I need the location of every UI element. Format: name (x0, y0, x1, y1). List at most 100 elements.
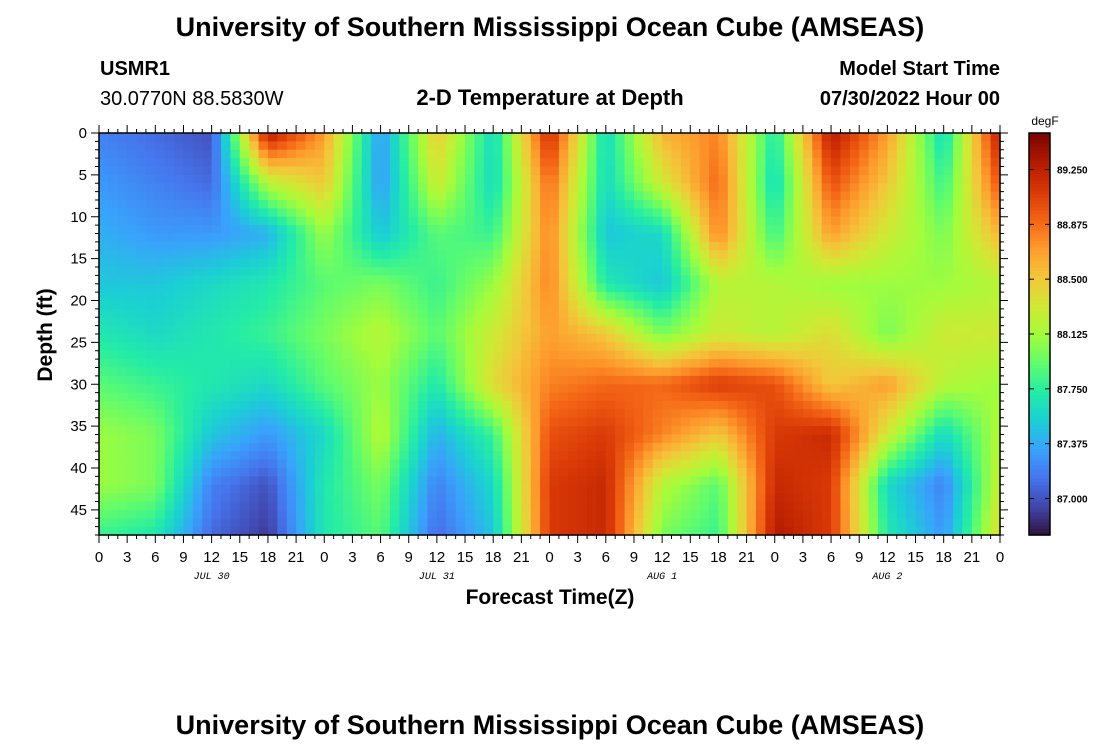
heatmap-cell (455, 350, 466, 360)
heatmap-cell (990, 426, 1001, 436)
heatmap-cell (389, 459, 400, 469)
heatmap-cell (371, 342, 382, 352)
heatmap-cell (990, 216, 1001, 226)
heatmap-cell (859, 484, 870, 494)
colorbar-swatch (1029, 518, 1050, 523)
heatmap-cell (164, 149, 175, 159)
heatmap-cell (953, 183, 964, 193)
heatmap-cell (436, 434, 447, 444)
heatmap-cell (296, 342, 307, 352)
heatmap-cell (211, 258, 222, 268)
heatmap-cell (990, 434, 1001, 444)
heatmap-cell (530, 233, 541, 243)
x-tick-label: 15 (682, 549, 699, 566)
heatmap-cell (755, 275, 766, 285)
chart-title: University of Southern Mississippi Ocean… (176, 12, 925, 42)
heatmap-cell (934, 409, 945, 419)
heatmap-cell (174, 384, 185, 394)
heatmap-cell (277, 493, 288, 503)
heatmap-cell (784, 451, 795, 461)
heatmap-cell (934, 200, 945, 209)
heatmap-cell (418, 317, 429, 327)
heatmap-cell (511, 166, 522, 176)
heatmap-cell (990, 292, 1001, 302)
heatmap-cell (474, 200, 485, 209)
heatmap-cell (605, 442, 616, 452)
heatmap-cell (286, 451, 297, 461)
heatmap-cell (915, 334, 926, 343)
heatmap-cell (399, 275, 410, 285)
heatmap-cell (934, 426, 945, 436)
heatmap-cell (831, 459, 842, 469)
heatmap-cell (831, 191, 842, 201)
heatmap-cell (465, 283, 476, 293)
heatmap-cell (887, 317, 898, 327)
heatmap-cell (615, 141, 626, 151)
heatmap-cell (746, 200, 757, 209)
heatmap-cell (99, 350, 109, 360)
y-tick-label: 35 (70, 418, 87, 435)
heatmap-cell (380, 350, 391, 360)
heatmap-cell (305, 442, 316, 452)
heatmap-cell (596, 468, 607, 477)
heatmap-cell (277, 484, 288, 494)
heatmap-cell (540, 158, 551, 168)
heatmap-cell (127, 275, 138, 285)
heatmap-cell (164, 417, 175, 427)
heatmap-cell (511, 158, 522, 168)
heatmap-cell (502, 208, 513, 218)
heatmap-cell (859, 258, 870, 268)
heatmap-cell (483, 149, 494, 159)
heatmap-cell (699, 141, 710, 151)
heatmap-cell (343, 375, 354, 385)
heatmap-cell (305, 133, 316, 142)
heatmap-cell (455, 459, 466, 469)
heatmap-cell (192, 518, 203, 528)
heatmap-cell (812, 317, 823, 327)
heatmap-cell (380, 158, 391, 168)
heatmap-cell (418, 325, 429, 335)
heatmap-cell (755, 258, 766, 268)
heatmap-cell (380, 225, 391, 235)
heatmap-cell (258, 275, 269, 285)
heatmap-cell (314, 292, 325, 302)
heatmap-cell (474, 468, 485, 477)
heatmap-cell (887, 141, 898, 151)
heatmap-cell (943, 442, 954, 452)
heatmap-cell (568, 325, 579, 335)
heatmap-cell (286, 149, 297, 159)
heatmap-cell (868, 426, 879, 436)
heatmap-cell (924, 200, 935, 209)
heatmap-cell (427, 283, 438, 293)
heatmap-cell (971, 317, 982, 327)
heatmap-cell (915, 426, 926, 436)
heatmap-cell (943, 476, 954, 486)
heatmap-cell (418, 518, 429, 528)
heatmap-cell (840, 375, 851, 385)
heatmap-cell (521, 325, 532, 335)
heatmap-cell (446, 493, 457, 503)
heatmap-cell (352, 468, 363, 477)
heatmap-cell (117, 392, 128, 402)
heatmap-cell (643, 409, 654, 419)
heatmap-cell (164, 283, 175, 293)
heatmap-cell (793, 409, 804, 419)
heatmap-cell (971, 200, 982, 209)
heatmap-cell (896, 250, 907, 260)
heatmap-cell (549, 442, 560, 452)
heatmap-cell (493, 493, 504, 503)
heatmap-cell (296, 166, 307, 176)
heatmap-cell (924, 392, 935, 402)
heatmap-cell (934, 300, 945, 310)
heatmap-cell (286, 434, 297, 444)
heatmap-cell (643, 334, 654, 343)
heatmap-cell (493, 476, 504, 486)
heatmap-cell (521, 526, 532, 536)
heatmap-cell (408, 325, 419, 335)
heatmap-cell (371, 308, 382, 318)
heatmap-cell (99, 216, 109, 226)
heatmap-cell (643, 459, 654, 469)
heatmap-cell (784, 208, 795, 218)
heatmap-cell (774, 191, 785, 201)
heatmap-cell (812, 250, 823, 260)
